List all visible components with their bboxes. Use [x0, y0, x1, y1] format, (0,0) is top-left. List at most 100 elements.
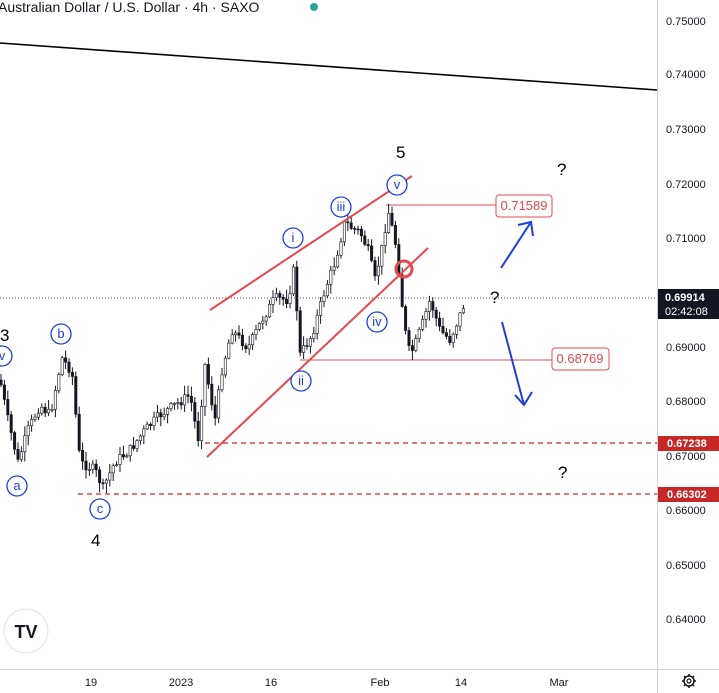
- candle: [210, 376, 214, 411]
- candle: [353, 226, 357, 235]
- candle: [315, 309, 319, 340]
- candle: [40, 403, 44, 416]
- channel-lower-line[interactable]: [206, 247, 429, 458]
- candle: [53, 385, 57, 418]
- candle: [169, 401, 173, 412]
- price-tick-label: 0.69000: [666, 342, 706, 354]
- candle: [64, 350, 68, 369]
- wave-label-circled: v: [0, 345, 13, 367]
- candle: [288, 285, 292, 309]
- candle: [206, 357, 210, 389]
- candle: [0, 373, 3, 387]
- candle: [312, 326, 316, 343]
- candle: [257, 322, 261, 332]
- candle: [16, 442, 20, 462]
- candle: [424, 307, 428, 328]
- candle: [274, 287, 278, 302]
- candle: [91, 460, 95, 474]
- candle: [217, 385, 221, 424]
- price-axis[interactable]: 0.750000.740000.730000.720000.710000.700…: [666, 16, 706, 626]
- candle: [142, 425, 146, 445]
- candle: [404, 304, 408, 335]
- candle: [60, 355, 64, 377]
- price-tick-label: 0.64000: [666, 614, 706, 626]
- candle: [285, 289, 289, 309]
- level-box-upper[interactable]: 0.71589: [495, 194, 553, 218]
- candle: [431, 297, 435, 318]
- candle: [441, 317, 445, 335]
- candle: [57, 372, 61, 394]
- candle: [295, 260, 299, 321]
- gear-icon[interactable]: [682, 674, 696, 688]
- candle: [223, 355, 227, 378]
- candle: [220, 367, 224, 393]
- candle: [70, 367, 74, 386]
- price-tick-label: 0.73000: [666, 124, 706, 136]
- candle: [118, 447, 122, 472]
- level-tag-2[interactable]: 0.66302: [658, 487, 719, 502]
- candle: [366, 239, 370, 251]
- price-tick-label: 0.72000: [666, 179, 706, 191]
- candle: [329, 265, 333, 294]
- level-tag-1-text: 0.67238: [667, 438, 707, 450]
- price-tick-label: 0.66000: [666, 505, 706, 517]
- candle: [370, 239, 374, 263]
- candle: [421, 315, 425, 332]
- candle: [149, 422, 153, 431]
- wave-label-circled: iv: [366, 311, 388, 333]
- level-box-lower-text: 0.68769: [557, 351, 604, 366]
- candles-series: [0, 204, 465, 493]
- candle: [81, 442, 85, 470]
- candle: [87, 462, 91, 476]
- svg-text:a: a: [13, 478, 21, 493]
- candle: [461, 304, 465, 315]
- candle: [26, 420, 30, 446]
- level-tag-2-text: 0.66302: [667, 489, 707, 501]
- level-box-lower[interactable]: 0.68769: [551, 347, 610, 371]
- candle: [281, 294, 285, 306]
- tradingview-logo[interactable]: TV: [3, 608, 49, 654]
- candle: [213, 395, 217, 426]
- channel-upper-line[interactable]: [209, 175, 413, 311]
- candle: [145, 421, 149, 430]
- candle: [427, 295, 431, 321]
- candle: [305, 338, 309, 350]
- svg-text:c: c: [97, 501, 104, 516]
- price-tick-label: 0.74000: [666, 69, 706, 81]
- question-mark-bottom: ?: [558, 463, 567, 482]
- candle: [19, 446, 23, 462]
- candle: [128, 444, 132, 462]
- candle: [373, 256, 377, 281]
- breakout-circle-marker: [394, 259, 414, 279]
- date-tick-label: 16: [265, 677, 277, 689]
- wave-label-circled: iii: [330, 196, 352, 218]
- candle: [322, 290, 326, 308]
- candle: [172, 402, 176, 410]
- candle: [2, 379, 6, 405]
- candle: [349, 217, 353, 230]
- level-tag-1[interactable]: 0.67238: [658, 436, 719, 451]
- svg-text:i: i: [292, 230, 295, 245]
- date-tick-label: Feb: [371, 677, 390, 689]
- candle: [237, 325, 241, 339]
- candle: [434, 306, 438, 327]
- candle: [298, 306, 302, 357]
- current-price-tag[interactable]: 0.69914 02:42:08: [658, 289, 719, 319]
- trend-line[interactable]: [0, 42, 658, 91]
- candle: [84, 451, 88, 479]
- candle: [196, 411, 200, 447]
- candle: [183, 385, 187, 412]
- candle: [152, 411, 156, 431]
- candle: [111, 463, 115, 481]
- date-tick-label: 19: [85, 677, 97, 689]
- time-axis[interactable]: 19 2023 16 Feb 14 Mar: [85, 677, 569, 689]
- candle: [393, 220, 397, 249]
- candle: [438, 311, 442, 332]
- price-tick-label: 0.75000: [666, 16, 706, 28]
- wave-label-circled: v: [386, 174, 408, 196]
- candle: [244, 343, 248, 353]
- candle: [125, 453, 129, 459]
- candle: [101, 478, 105, 490]
- candle: [13, 430, 17, 455]
